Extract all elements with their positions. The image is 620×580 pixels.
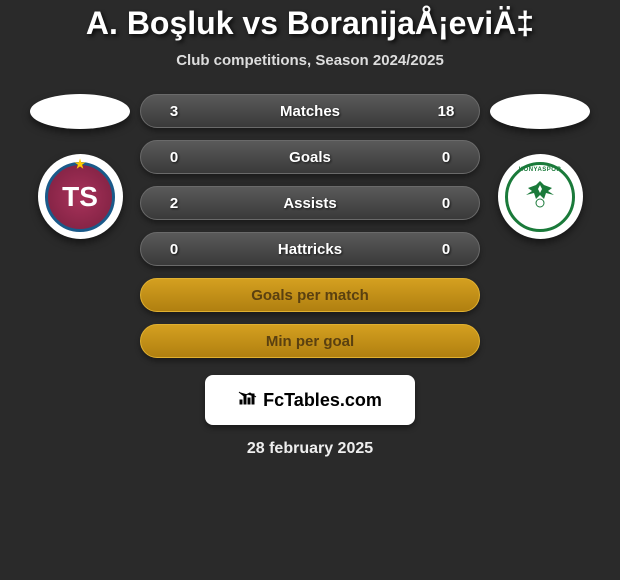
left-club-logo: ★ TS [38, 154, 123, 239]
comparison-date: 28 february 2025 [247, 440, 373, 458]
right-player-oval [490, 94, 590, 129]
stat-bar-hattricks: 0 Hattricks 0 [140, 232, 480, 266]
stat-right-value: 0 [431, 149, 461, 166]
left-player-oval [30, 94, 130, 129]
stat-left-value: 0 [159, 149, 189, 166]
fctables-badge: FcTables.com [205, 375, 415, 425]
stat-left-value: 0 [159, 241, 189, 258]
stat-bar-min-per-goal: Min per goal [140, 324, 480, 358]
stat-label: Hattricks [189, 241, 431, 258]
stat-label: Min per goal [189, 333, 431, 350]
chart-icon [238, 390, 258, 411]
left-club-inner: ★ TS [45, 162, 115, 232]
stat-label: Assists [189, 195, 431, 212]
right-club-inner: KONYASPOR [505, 162, 575, 232]
stat-bar-goals-per-match: Goals per match [140, 278, 480, 312]
right-side-col: KONYASPOR [490, 94, 590, 239]
stat-label: Matches [189, 103, 431, 120]
brand-text: FcTables.com [263, 390, 382, 411]
left-side-col: ★ TS [30, 94, 130, 239]
right-club-text: KONYASPOR [519, 167, 562, 173]
comparison-subtitle: Club competitions, Season 2024/2025 [176, 52, 444, 69]
stat-left-value: 2 [159, 195, 189, 212]
stat-bar-goals: 0 Goals 0 [140, 140, 480, 174]
left-club-initials: TS [62, 181, 98, 213]
star-icon: ★ [75, 157, 86, 171]
comparison-title: A. Boşluk vs BoranijaÅ¡eviÄ‡ [86, 5, 534, 42]
stat-label: Goals per match [189, 287, 431, 304]
eagle-icon [520, 173, 560, 221]
stat-bar-assists: 2 Assists 0 [140, 186, 480, 220]
content-row: ★ TS 3 Matches 18 0 Goals 0 2 Assists 0 … [0, 94, 620, 425]
stat-bar-matches: 3 Matches 18 [140, 94, 480, 128]
stat-label: Goals [189, 149, 431, 166]
stat-left-value: 3 [159, 103, 189, 120]
stats-column: 3 Matches 18 0 Goals 0 2 Assists 0 0 Hat… [140, 94, 480, 425]
stat-right-value: 0 [431, 195, 461, 212]
stat-right-value: 0 [431, 241, 461, 258]
stat-right-value: 18 [431, 103, 461, 120]
right-club-logo: KONYASPOR [498, 154, 583, 239]
